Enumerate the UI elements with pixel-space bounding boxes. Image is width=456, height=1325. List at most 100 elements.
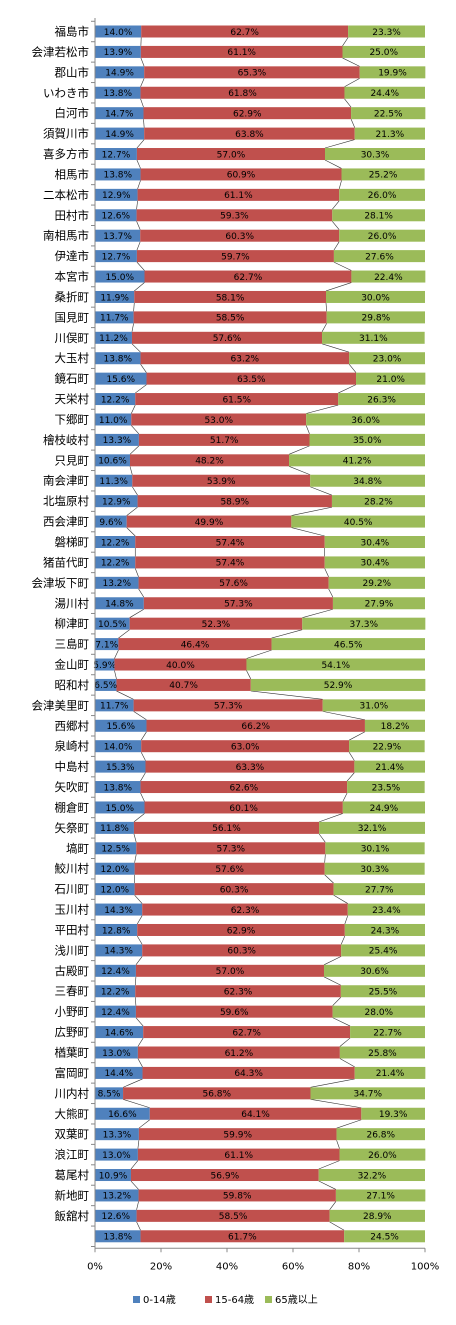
series-line xyxy=(140,78,145,87)
category-label: 富岡町 xyxy=(55,1066,90,1080)
bar-segment xyxy=(348,25,425,38)
series-line xyxy=(140,98,144,108)
data-label: 62.9% xyxy=(227,926,256,936)
data-label: 57.4% xyxy=(216,559,245,569)
bar-segment xyxy=(133,821,320,834)
data-label: 5.9% xyxy=(93,661,116,671)
bar-segment xyxy=(95,250,137,263)
data-label: 52.3% xyxy=(202,620,231,630)
bar-segment xyxy=(332,597,425,610)
bar-segment xyxy=(95,372,147,385)
series-line xyxy=(136,159,141,169)
bar-segment xyxy=(136,209,333,222)
data-label: 26.0% xyxy=(368,191,397,201)
bar-segment xyxy=(246,658,425,671)
data-label: 14.0% xyxy=(104,743,133,753)
category-label: 相馬市 xyxy=(55,167,90,181)
data-label: 13.2% xyxy=(102,579,131,589)
series-line xyxy=(136,261,145,271)
data-label: 15.3% xyxy=(106,763,135,773)
bar-segment xyxy=(310,474,425,487)
data-label: 11.7% xyxy=(100,702,129,712)
bar-segment xyxy=(137,188,340,201)
bar-segment xyxy=(95,148,137,161)
series-line xyxy=(246,670,252,680)
data-label: 52.9% xyxy=(324,681,353,691)
data-label: 23.5% xyxy=(372,783,401,793)
series-line xyxy=(321,323,327,332)
category-label: 南相馬市 xyxy=(43,229,89,243)
category-label: 二本松市 xyxy=(43,188,89,202)
data-label: 34.8% xyxy=(353,477,382,487)
bar-segment xyxy=(137,923,345,936)
category-label: 会津美里町 xyxy=(32,698,90,712)
bar-segment xyxy=(95,719,147,732)
data-label: 10.5% xyxy=(98,620,127,630)
category-label: 古殿町 xyxy=(55,964,90,978)
bar-segment xyxy=(134,883,334,896)
bar-segment xyxy=(95,964,136,977)
category-label: 大玉村 xyxy=(55,351,90,365)
category-label: 会津若松市 xyxy=(32,45,90,59)
data-label: 57.0% xyxy=(217,150,246,160)
bar-segment xyxy=(135,985,341,998)
series-line xyxy=(126,527,136,537)
bar-segment xyxy=(336,1128,425,1141)
series-line xyxy=(329,1201,337,1211)
data-label: 57.6% xyxy=(215,865,244,875)
data-label: 30.3% xyxy=(360,865,389,875)
bar-segment xyxy=(131,413,307,426)
bar-segment xyxy=(309,433,425,446)
series-line xyxy=(271,629,303,639)
series-line xyxy=(136,935,143,945)
data-label: 63.5% xyxy=(237,375,266,385)
bar-segment xyxy=(116,678,251,691)
series-line xyxy=(130,1180,139,1190)
series-line xyxy=(348,364,357,373)
data-label: 28.1% xyxy=(364,212,393,222)
x-tick-label: 20% xyxy=(150,1261,172,1272)
bar-segment xyxy=(271,638,425,651)
data-label: 28.0% xyxy=(365,1008,394,1018)
series-line xyxy=(333,261,352,271)
bar-segment xyxy=(142,1066,355,1079)
data-label: 22.9% xyxy=(373,743,402,753)
category-label: 天栄村 xyxy=(55,392,90,406)
category-labels: 福島市会津若松市郡山市いわき市白河市須賀川市喜多方市相馬市二本松市田村市南相馬市… xyxy=(32,25,90,1223)
bar-segment xyxy=(95,1189,139,1202)
bar-segment xyxy=(322,699,425,712)
data-label: 6.5% xyxy=(94,681,117,691)
bar-segment xyxy=(95,1087,124,1100)
bar-segment xyxy=(339,1046,425,1059)
series-line xyxy=(322,711,365,721)
bar-segment xyxy=(126,515,292,528)
data-label: 22.7% xyxy=(373,1028,402,1038)
series-line xyxy=(131,323,134,332)
data-label: 22.4% xyxy=(374,273,403,283)
data-label: 12.6% xyxy=(101,212,130,222)
data-label: 14.3% xyxy=(104,947,133,957)
series-line xyxy=(136,1201,139,1210)
series-line xyxy=(132,486,138,496)
bar-segment xyxy=(350,1026,425,1039)
series-line xyxy=(136,241,141,251)
bar-segment xyxy=(95,86,141,99)
bar-segment xyxy=(141,740,350,753)
bar-segment xyxy=(95,781,141,794)
data-label: 56.9% xyxy=(211,1171,240,1181)
data-label: 24.3% xyxy=(371,926,400,936)
data-label: 13.3% xyxy=(103,1130,132,1140)
bar-segment xyxy=(142,944,342,957)
series-line xyxy=(116,690,134,700)
series-line xyxy=(135,956,143,965)
category-label: 鮫川村 xyxy=(55,862,90,876)
series-line xyxy=(133,711,147,721)
bar-segment xyxy=(95,168,141,181)
data-label: 58.5% xyxy=(219,1212,248,1222)
data-label: 60.9% xyxy=(227,171,256,181)
data-label: 60.3% xyxy=(225,232,254,242)
bar-segment xyxy=(95,270,145,283)
category-label: 郡山市 xyxy=(55,65,90,79)
data-label: 28.9% xyxy=(363,1212,392,1222)
data-label: 12.2% xyxy=(101,559,130,569)
